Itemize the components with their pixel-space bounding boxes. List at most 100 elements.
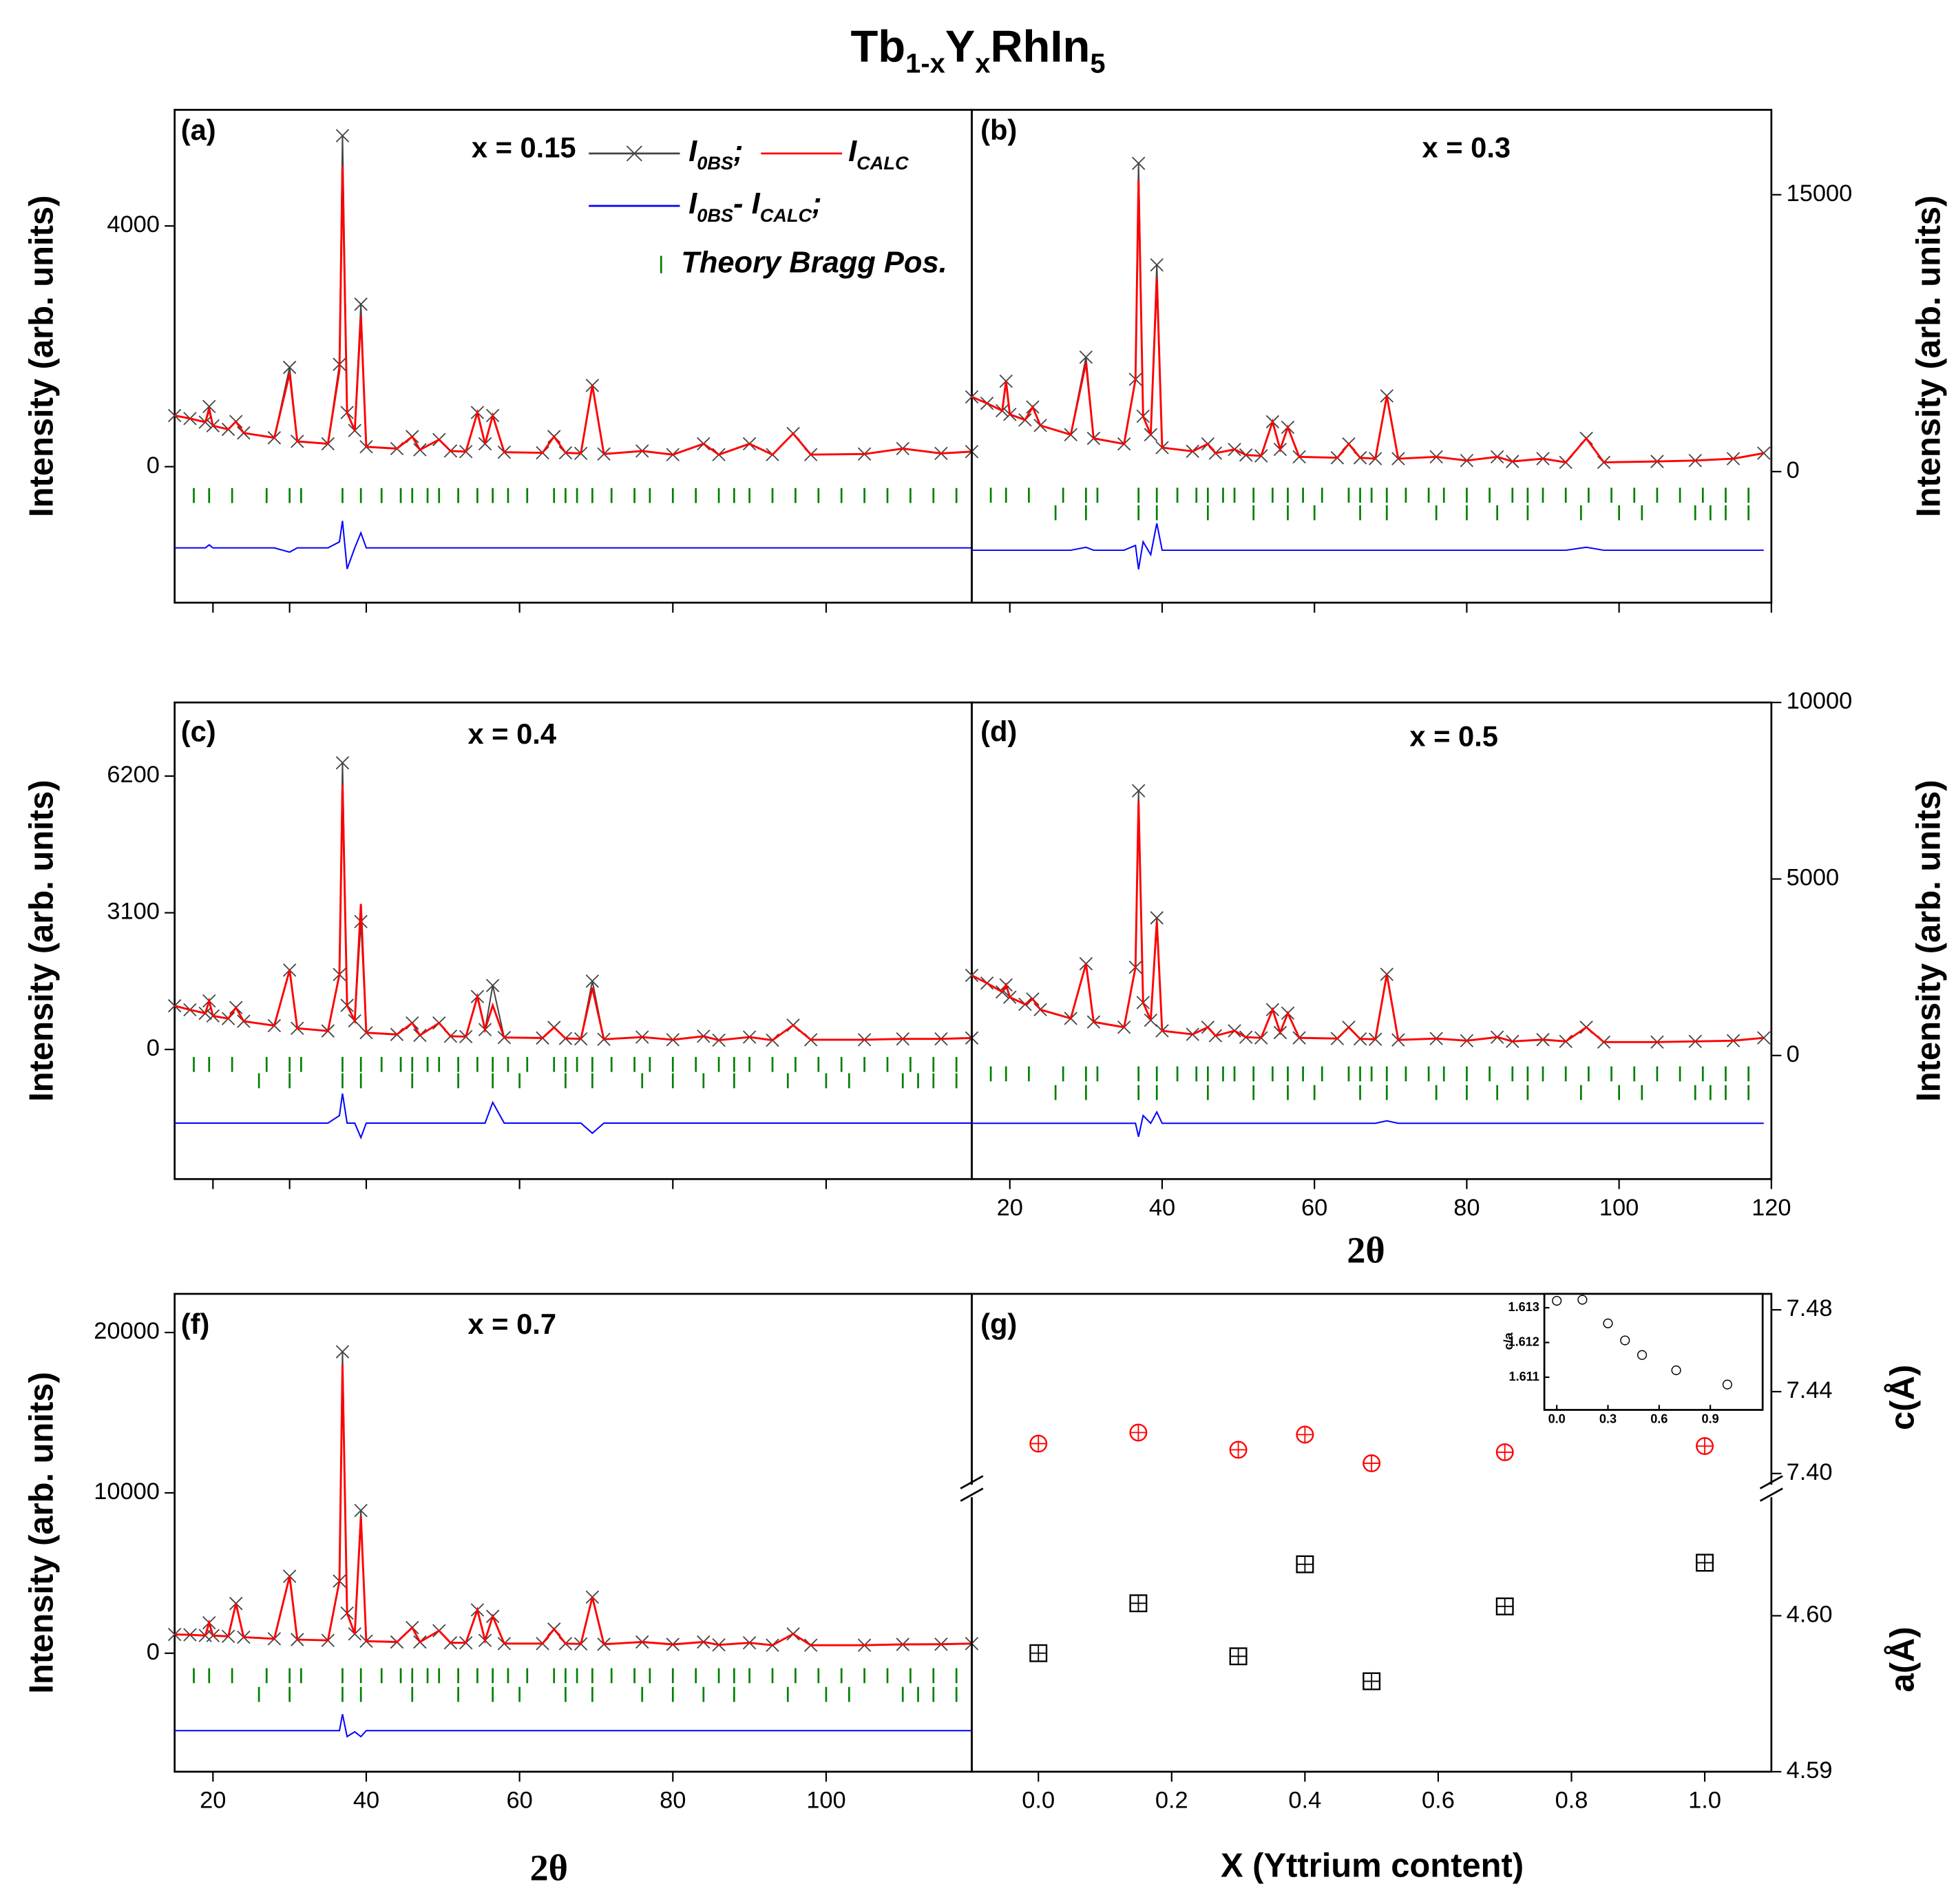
annotation: x = 0.4 xyxy=(467,718,556,750)
plot-frame xyxy=(971,109,1773,604)
axis-break-mark xyxy=(960,1487,984,1502)
panel-label: (f) xyxy=(181,1308,210,1340)
point-cross xyxy=(1496,1598,1513,1615)
y-tick-label: 10000 xyxy=(94,1478,160,1505)
x-tick-label: 100 xyxy=(806,1787,845,1813)
legend-label-part: 0BS xyxy=(697,205,733,226)
series-line xyxy=(971,523,1764,570)
point-cross xyxy=(1696,1554,1713,1571)
point xyxy=(1722,1379,1732,1390)
y-axis-label: a(Å) xyxy=(1884,1626,1922,1692)
figure-title-part: 5 xyxy=(1090,48,1105,79)
obs-marker xyxy=(485,979,500,992)
y-tick-label: 10000 xyxy=(1787,688,1853,714)
point-cross xyxy=(1230,1648,1247,1665)
point-cross xyxy=(1130,1595,1147,1612)
obs-marker xyxy=(282,360,297,375)
x-tick-label: 0.6 xyxy=(1422,1787,1455,1813)
figure-title-part: Y xyxy=(945,21,976,72)
figure-title-part: x xyxy=(975,48,990,79)
x-tick-label: 80 xyxy=(660,1787,686,1813)
axis-break-mark xyxy=(1759,1487,1783,1502)
x-tick-label: 0.0 xyxy=(1022,1787,1055,1813)
annotation: x = 0.15 xyxy=(472,131,576,163)
x-tick-label: 0.3 xyxy=(1599,1412,1617,1426)
obs-marker xyxy=(1150,911,1164,925)
legend-label-part: - I xyxy=(733,187,761,220)
series-line xyxy=(971,1110,1764,1137)
y-axis-label: c/a xyxy=(1502,1332,1515,1350)
x-axis-label: 2θ xyxy=(529,1847,568,1888)
y-axis-label: c(Å) xyxy=(1884,1365,1922,1430)
figure-title-part: 1-x xyxy=(905,48,945,79)
legend-label: Theory Bragg Pos. xyxy=(681,247,947,280)
point xyxy=(1620,1335,1630,1346)
x-tick-label: 0.4 xyxy=(1288,1787,1321,1813)
obs-marker xyxy=(965,390,979,404)
x-tick-label: 0.2 xyxy=(1155,1787,1188,1813)
obs-marker xyxy=(354,1503,368,1518)
y-tick-label: 5000 xyxy=(1787,865,1840,891)
point-cross xyxy=(1363,1673,1380,1690)
y-tick-label: 7.44 xyxy=(1787,1377,1833,1403)
point xyxy=(1637,1350,1648,1360)
figure-title-part: Tb xyxy=(850,21,905,72)
series-line xyxy=(174,784,972,1042)
obs-marker xyxy=(354,297,368,311)
panel-label: (b) xyxy=(980,114,1017,146)
obs-marker xyxy=(335,1345,350,1359)
obs-marker xyxy=(1131,784,1146,798)
y-tick-label: 20000 xyxy=(94,1318,160,1344)
obs-marker xyxy=(335,756,350,770)
x-tick-label: 80 xyxy=(1453,1195,1480,1221)
annotation: x = 0.3 xyxy=(1422,131,1511,163)
y-tick-label: 6200 xyxy=(107,762,160,788)
series-line xyxy=(174,521,972,569)
point-cross xyxy=(1363,1455,1380,1472)
y-tick-label: 7.48 xyxy=(1787,1295,1833,1321)
x-tick-label: 40 xyxy=(1149,1195,1175,1221)
y-tick-label: 0 xyxy=(147,1035,160,1061)
legend-marker xyxy=(626,145,642,162)
series-line xyxy=(174,1093,972,1140)
series-line xyxy=(971,801,1764,1043)
x-tick-label: 0.8 xyxy=(1555,1787,1588,1813)
figure-title-part: RhIn xyxy=(990,21,1090,72)
y-tick-label: 1.612 xyxy=(1508,1335,1539,1348)
panel-label: (g) xyxy=(980,1308,1017,1340)
panel-label: (a) xyxy=(181,114,216,146)
panel-label: (c) xyxy=(181,715,216,747)
legend-label-part: I xyxy=(848,135,857,168)
x-tick-label: 60 xyxy=(1301,1195,1327,1221)
x-tick-label: 1.0 xyxy=(1688,1787,1721,1813)
legend-label-part: CALC xyxy=(856,152,909,174)
point xyxy=(1603,1318,1613,1328)
legend-label-part: I xyxy=(688,135,697,168)
panel-label: (d) xyxy=(980,715,1017,747)
y-tick-label: 1.611 xyxy=(1509,1370,1539,1383)
obs-marker xyxy=(585,974,600,988)
x-tick-label: 0.9 xyxy=(1702,1412,1719,1426)
x-tick-label: 40 xyxy=(353,1787,379,1813)
point xyxy=(1577,1295,1588,1305)
legend-label-part: ; xyxy=(733,135,743,168)
series-line xyxy=(971,180,1765,464)
legend-label: ICALC xyxy=(848,135,909,173)
y-tick-label: 4.59 xyxy=(1787,1757,1833,1783)
x-axis-label: 2θ xyxy=(1347,1229,1385,1270)
point-cross xyxy=(1230,1441,1247,1458)
axis-break-mark xyxy=(960,1475,984,1489)
annotation: x = 0.7 xyxy=(467,1308,556,1340)
point-cross xyxy=(1296,1426,1314,1443)
point-cross xyxy=(1296,1556,1314,1573)
x-axis-label: X (Yttrium content) xyxy=(1221,1847,1524,1884)
plot-frame xyxy=(1543,1293,1764,1411)
y-tick-label: 1.613 xyxy=(1508,1300,1539,1314)
axis-break-mark xyxy=(1759,1475,1783,1489)
obs-marker xyxy=(1079,350,1093,364)
obs-marker xyxy=(335,129,350,143)
x-tick-label: 20 xyxy=(200,1787,226,1813)
point xyxy=(1552,1295,1562,1306)
